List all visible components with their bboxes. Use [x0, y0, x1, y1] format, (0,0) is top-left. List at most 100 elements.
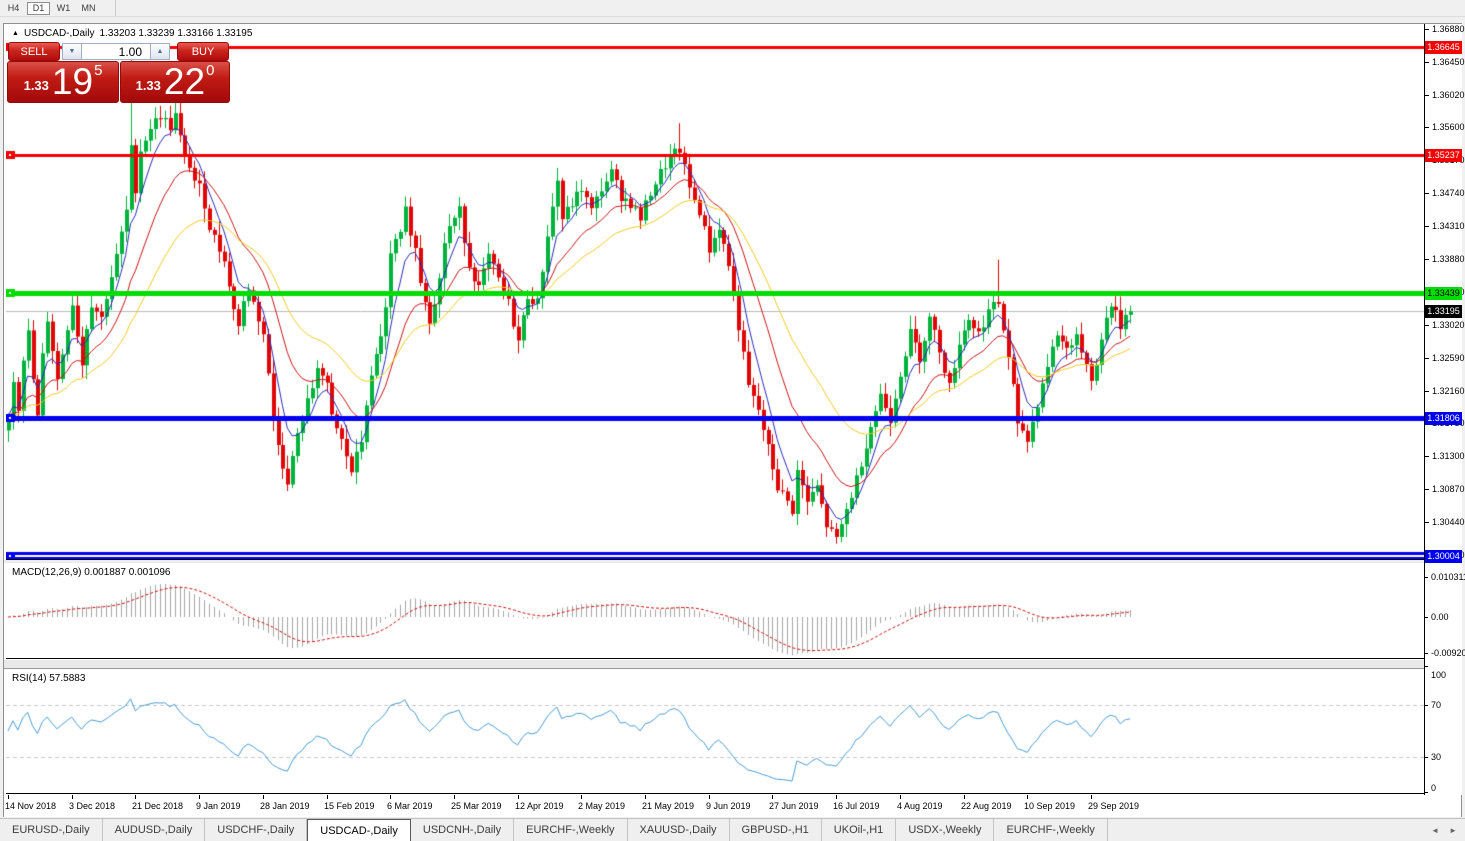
chart-tab-usdchf-daily[interactable]: USDCHF-,Daily — [205, 819, 308, 841]
rsi-indicator-label: RSI(14) 57.5883 — [12, 673, 86, 684]
date-axis-tick — [1091, 795, 1092, 799]
macd-axis-tick — [1424, 577, 1428, 578]
timeframe-h4-button[interactable]: H4 — [7, 2, 20, 13]
sell-button[interactable]: SELL — [8, 42, 60, 61]
chart-tab-eurusd-daily[interactable]: EURUSD-,Daily — [0, 819, 103, 841]
rsi-axis-tick — [1424, 757, 1428, 758]
macd-axis-label: -0.009203 — [1431, 648, 1465, 658]
price-axis-label: 1.36450 — [1432, 57, 1465, 67]
date-axis-tick — [454, 795, 455, 799]
price-axis-label: 1.30440 — [1432, 517, 1465, 527]
sell-price-pipette: 5 — [94, 62, 103, 79]
sell-price-quote[interactable]: 1.33 19 5 — [7, 61, 119, 103]
chart-tab-usdcad-daily[interactable]: USDCAD-,Daily — [307, 819, 411, 841]
one-click-trading-panel: SELL ▼ ▲ BUY 1.33 19 5 1.33 22 0 — [4, 24, 244, 134]
panel-separator[interactable] — [4, 560, 1461, 563]
rsi-axis-label: 70 — [1431, 700, 1442, 710]
date-axis-label: 3 Dec 2018 — [69, 801, 116, 811]
price-axis-label: 1.34310 — [1432, 221, 1465, 231]
macd-axis-label: 0.00 — [1431, 612, 1449, 622]
date-axis-label: 9 Jan 2019 — [196, 801, 241, 811]
date-axis-tick — [72, 795, 73, 799]
rsi-panel-canvas[interactable] — [6, 669, 1424, 794]
tab-scroll-right-icon[interactable]: ► — [1449, 825, 1457, 835]
chart-tab-xauusd-daily[interactable]: XAUUSD-,Daily — [628, 819, 730, 841]
price-axis-tick — [1425, 522, 1429, 523]
price-axis-label: 1.31300 — [1432, 451, 1465, 461]
volume-decrement-button[interactable]: ▼ — [62, 43, 82, 60]
date-axis-tick — [581, 795, 582, 799]
price-axis-tick — [1425, 193, 1429, 194]
date-axis-label: 21 May 2019 — [642, 801, 695, 811]
buy-button[interactable]: BUY — [177, 42, 229, 61]
price-axis-tick — [1425, 95, 1429, 96]
date-axis-label: 27 Jun 2019 — [769, 801, 819, 811]
one-click-panel-toggle-icon[interactable]: ▲ — [12, 30, 19, 37]
price-axis-tick — [1425, 358, 1429, 359]
price-axis-label: 1.34740 — [1432, 188, 1465, 198]
macd-indicator-label: MACD(12,26,9) 0.001887 0.001096 — [12, 567, 171, 578]
chart-tab-ukoil-h1[interactable]: UKOil-,H1 — [822, 819, 897, 841]
date-axis-label: 16 Jul 2019 — [833, 801, 880, 811]
hline-price-tag: 1.36645 — [1425, 41, 1462, 54]
date-axis-tick — [900, 795, 901, 799]
chart-tab-eurchf-weekly[interactable]: EURCHF-,Weekly — [994, 819, 1108, 841]
tab-scroll-arrows: ◄ ► — [1431, 819, 1465, 841]
price-axis-tick — [1425, 489, 1429, 490]
price-axis-label: 1.36880 — [1432, 24, 1465, 34]
price-axis-tick — [1425, 127, 1429, 128]
hline-price-tag: 1.33439 — [1425, 287, 1462, 300]
date-axis-tick — [135, 795, 136, 799]
date-axis-tick — [327, 795, 328, 799]
chart-window: ▲ USDCAD-,Daily 1.33203 1.33239 1.33166 … — [3, 23, 1465, 817]
price-axis-tick — [1425, 325, 1429, 326]
date-axis-tick — [263, 795, 264, 799]
timeframe-toolbar: H4 D1 W1 MN — [0, 0, 1465, 23]
timeframe-d1-button[interactable]: D1 — [27, 1, 50, 15]
price-axis-label: 1.32590 — [1432, 353, 1465, 363]
price-chart-canvas[interactable] — [6, 25, 1424, 560]
price-axis-tick — [1425, 259, 1429, 260]
date-axis-label: 10 Sep 2019 — [1024, 801, 1076, 811]
price-axis-label: 1.35600 — [1432, 122, 1465, 132]
sell-price-prefix: 1.33 — [23, 78, 49, 93]
volume-input[interactable] — [82, 43, 150, 60]
timeframe-w1-button[interactable]: W1 — [56, 2, 71, 13]
hline-price-tag: 1.31806 — [1425, 412, 1462, 425]
price-axis-tick — [1425, 29, 1429, 30]
date-axis-label: 22 Aug 2019 — [961, 801, 1012, 811]
date-axis-tick — [964, 795, 965, 799]
price-axis-tick — [1425, 456, 1429, 457]
chart-tab-gbpusd-h1[interactable]: GBPUSD-,H1 — [730, 819, 822, 841]
tab-scroll-left-icon[interactable]: ◄ — [1431, 825, 1440, 835]
macd-panel-canvas[interactable] — [6, 563, 1424, 659]
rsi-axis-label: 30 — [1431, 752, 1442, 762]
date-axis-label: 6 Mar 2019 — [387, 801, 433, 811]
toolbar-divider — [0, 16, 1465, 17]
date-axis-label: 29 Sep 2019 — [1088, 801, 1140, 811]
rsi-axis-tick — [1424, 705, 1428, 706]
date-axis-tick — [390, 795, 391, 799]
chart-tab-eurchf-weekly[interactable]: EURCHF-,Weekly — [514, 819, 628, 841]
date-axis-label: 2 May 2019 — [578, 801, 626, 811]
chart-tab-audusd-daily[interactable]: AUDUSD-,Daily — [103, 819, 206, 841]
buy-price-prefix: 1.33 — [135, 78, 161, 93]
price-axis-label: 1.36020 — [1432, 90, 1465, 100]
volume-increment-button[interactable]: ▲ — [150, 43, 170, 60]
price-axis-tick — [1425, 391, 1429, 392]
rsi-axis-tick — [1424, 792, 1428, 793]
chart-ohlc-values: 1.33203 1.33239 1.33166 1.33195 — [99, 28, 253, 39]
date-axis-tick — [199, 795, 200, 799]
date-axis-label: 28 Jan 2019 — [260, 801, 310, 811]
rsi-axis-label: 0 — [1431, 783, 1437, 793]
timeframe-mn-button[interactable]: MN — [81, 2, 96, 13]
buy-price-pipette: 0 — [206, 62, 215, 79]
date-axis-label: 14 Nov 2018 — [5, 801, 57, 811]
panel-separator[interactable] — [4, 659, 1461, 669]
chart-tab-usdx-weekly[interactable]: USDX-,Weekly — [896, 819, 995, 841]
buy-price-quote[interactable]: 1.33 22 0 — [120, 61, 230, 103]
rsi-axis-label: 100 — [1431, 670, 1447, 680]
chart-tab-usdcnh-daily[interactable]: USDCNH-,Daily — [411, 819, 515, 841]
chart-title: ▲ USDCAD-,Daily 1.33203 1.33239 1.33166 … — [12, 28, 252, 39]
date-axis-label: 9 Jun 2019 — [706, 801, 751, 811]
